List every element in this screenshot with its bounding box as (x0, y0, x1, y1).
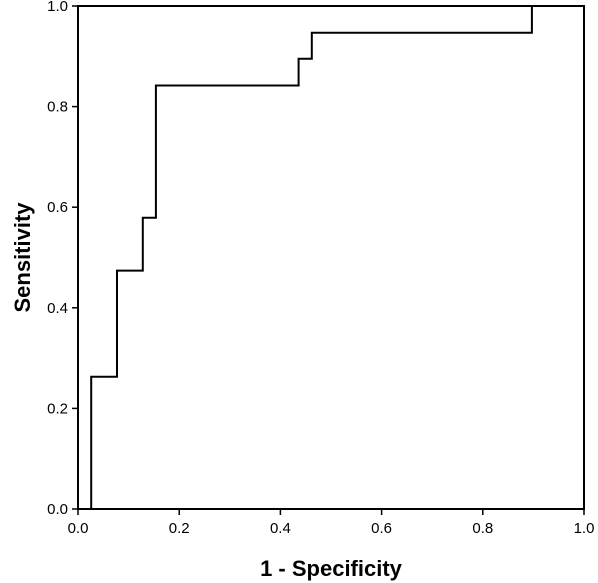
plot-frame (77, 5, 585, 510)
x-tick-label: 0.8 (472, 520, 493, 537)
y-tick-label: 0.0 (47, 501, 68, 518)
y-tick-label: 1.0 (47, 0, 68, 15)
x-tick-label: 0.0 (68, 520, 89, 537)
y-axis-ticks: 0.0 0.2 0.4 0.6 0.8 1.0 (47, 0, 78, 518)
y-axis-title: Sensitivity (10, 202, 35, 313)
roc-curve (90, 5, 584, 509)
x-tick-label: 1.0 (574, 520, 595, 537)
y-tick-label: 0.4 (47, 300, 68, 317)
x-axis-title: 1 - Specificity (260, 556, 403, 581)
y-tick-label: 0.6 (47, 199, 68, 216)
x-tick-label: 0.6 (371, 520, 392, 537)
y-tick-label: 0.8 (47, 99, 68, 116)
y-tick-label: 0.2 (47, 400, 68, 417)
x-axis-ticks: 0.0 0.2 0.4 0.6 0.8 1.0 (68, 509, 595, 537)
x-tick-label: 0.4 (270, 520, 291, 537)
x-tick-label: 0.2 (169, 520, 190, 537)
